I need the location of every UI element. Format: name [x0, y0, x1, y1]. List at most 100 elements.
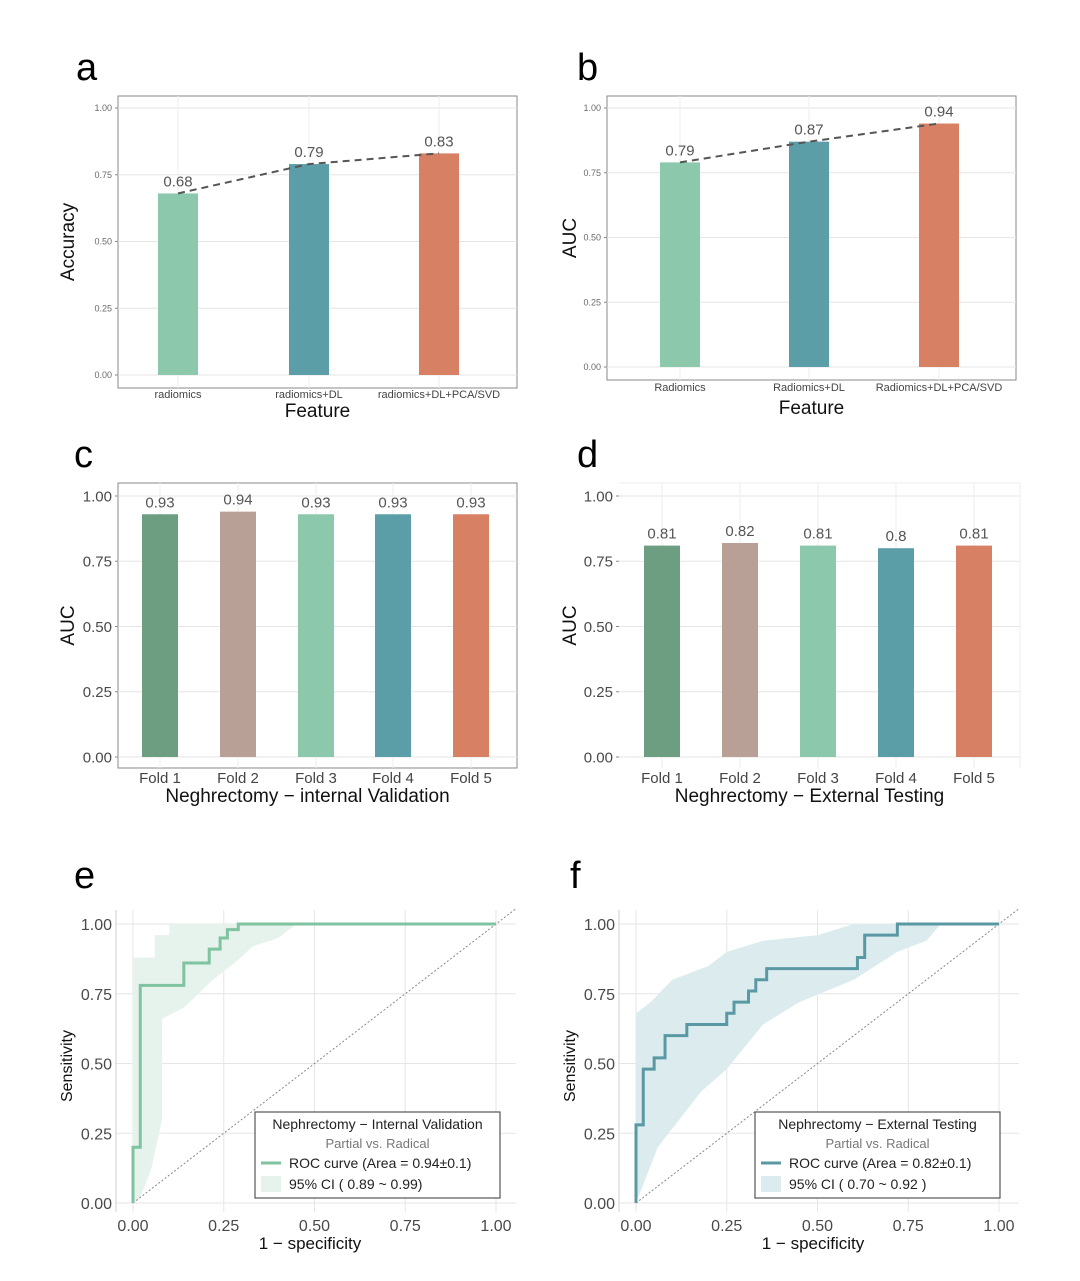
bar-value-label: 0.81 [647, 526, 676, 543]
x-axis-title: Feature [285, 401, 350, 422]
bar-4 [878, 548, 914, 757]
roc-curve [634, 922, 999, 1203]
x-axis-title: 1 − specificity [259, 1234, 362, 1253]
trend-line [679, 122, 940, 164]
y-tick-label: 1.00 [584, 488, 613, 505]
y-tick-label: 0.00 [94, 370, 112, 380]
bar-3 [419, 153, 459, 375]
x-tick-label: Radiomics [654, 382, 706, 394]
x-tick-label: 0.75 [390, 1218, 421, 1235]
x-axis-title: Neghrectomy − External Testing [675, 786, 944, 807]
x-tick-label: Fold 5 [953, 770, 995, 787]
panel-letter-b: b [577, 47, 598, 89]
panel-letter-c: c [74, 434, 93, 476]
y-tick-label: 0.75 [83, 554, 112, 571]
y-tick-label: 0.25 [94, 303, 112, 313]
panel-a: a 0.00 0.25 0.50 0.75 1.00 0.68 radiomics 0.79 ra… [58, 47, 518, 422]
panel-letter-a: a [76, 47, 98, 89]
plot-frame-c [117, 482, 518, 769]
x-tick-label: 0.50 [802, 1218, 833, 1235]
bar-value-label: 0.93 [456, 494, 485, 511]
y-tick-label: 0.25 [584, 684, 613, 701]
y-tick-label: 1.00 [94, 103, 112, 113]
bar-1 [158, 193, 198, 375]
legend-ci-swatch [261, 1176, 281, 1192]
panel-letter-f: f [570, 855, 581, 897]
y-tick-label: 1.00 [583, 103, 601, 113]
y-tick-label: 0.50 [583, 233, 601, 243]
y-tick-label: 0.25 [584, 1126, 615, 1143]
legend-title: Nephrectomy − Internal Validation [272, 1116, 482, 1132]
bar-3 [919, 123, 959, 367]
bar-1 [660, 162, 700, 367]
panel-f: f 0.00 0.25 0.50 0.75 1.00 0.00 0.25 0.50 0.75 1.0… [562, 855, 1020, 1253]
y-tick-label: 0.00 [584, 1196, 615, 1213]
reference-diagonal [635, 908, 1020, 1204]
y-tick-label: 0.50 [83, 619, 112, 636]
bar-value-label: 0.87 [794, 122, 823, 139]
x-tick-label: Fold 4 [372, 770, 414, 787]
y-tick-label: 0.75 [81, 987, 112, 1004]
panel-letter-d: d [577, 434, 598, 476]
bar-value-label: 0.81 [803, 526, 832, 543]
bar-value-label: 0.94 [223, 492, 252, 509]
x-tick-label: radiomics [154, 389, 202, 401]
bar-5 [956, 545, 992, 757]
x-tick-label: Fold 2 [719, 770, 761, 787]
bar-2 [789, 141, 829, 367]
bar-3 [298, 514, 334, 757]
reference-diagonal [132, 908, 517, 1204]
bar-value-label: 0.93 [301, 494, 330, 511]
x-axis-title: 1 − specificity [762, 1234, 865, 1253]
legend-ci-label: 95% CI ( 0.70 ~ 0.92 ) [789, 1176, 926, 1192]
x-tick-label: 0.25 [711, 1218, 742, 1235]
y-tick-label: 0.25 [583, 297, 601, 307]
y-tick-label: 0.00 [81, 1196, 112, 1213]
legend-subtitle: Partial vs. Radical [825, 1136, 929, 1151]
x-tick-label: Fold 4 [875, 770, 917, 787]
legend: Nephrectomy − Internal Validation Partial… [254, 1111, 501, 1199]
bar-value-label: 0.93 [378, 494, 407, 511]
bar-4 [375, 514, 411, 757]
y-tick-label: 0.50 [94, 237, 112, 247]
x-tick-label: radiomics+DL+PCA/SVD [378, 389, 500, 401]
panel-b: b 0.00 0.25 0.50 0.75 1.00 0.79 Radiomics 0.87 Ra… [560, 47, 1017, 419]
legend-box [754, 1111, 1001, 1199]
x-tick-label: Fold 1 [139, 770, 181, 787]
y-axis-title: AUC [560, 218, 581, 258]
legend-ci-label: 95% CI ( 0.89 ~ 0.99) [289, 1176, 422, 1192]
x-tick-label: Fold 3 [797, 770, 839, 787]
x-tick-label: Fold 1 [641, 770, 683, 787]
panel-c: c 0.00 0.25 0.50 0.75 1.00 0.93 Fold 1 0.94 Fold … [58, 434, 518, 807]
y-tick-label: 0.00 [583, 362, 601, 372]
y-tick-label: 0.50 [584, 619, 613, 636]
bar-3 [800, 545, 836, 757]
legend-subtitle: Partial vs. Radical [325, 1136, 429, 1151]
legend-line-label: ROC curve (Area = 0.82±0.1) [789, 1155, 971, 1171]
bar-value-label: 0.79 [294, 144, 323, 161]
trend-line [177, 152, 440, 195]
y-tick-label: 0.75 [584, 987, 615, 1004]
y-tick-label: 0.75 [584, 554, 613, 571]
x-tick-label: radiomics+DL [275, 389, 343, 401]
ci-band [636, 924, 999, 1203]
legend-title: Nephrectomy − External Testing [778, 1116, 977, 1132]
y-tick-label: 0.00 [584, 749, 613, 766]
x-tick-label: 0.25 [208, 1218, 239, 1235]
bar-value-label: 0.68 [163, 173, 192, 190]
legend: Nephrectomy − External Testing Partial vs… [754, 1111, 1001, 1199]
bar-1 [644, 545, 680, 757]
bar-5 [453, 514, 489, 757]
panel-letter-e: e [74, 855, 95, 897]
y-tick-label: 0.75 [94, 170, 112, 180]
x-tick-label: Fold 5 [450, 770, 492, 787]
y-axis-title: Sensitivity [562, 1030, 579, 1102]
y-axis-title: Sensitivity [59, 1030, 76, 1102]
x-axis-title: Feature [779, 398, 844, 419]
x-tick-label: 1.00 [480, 1218, 511, 1235]
y-axis-title: AUC [560, 605, 581, 645]
x-tick-label: 0.75 [893, 1218, 924, 1235]
panel-e: e 0.00 0.25 0.50 0.75 1.00 0.00 0.25 0.50 0.75 1.0… [59, 855, 517, 1253]
x-tick-label: Fold 3 [295, 770, 337, 787]
